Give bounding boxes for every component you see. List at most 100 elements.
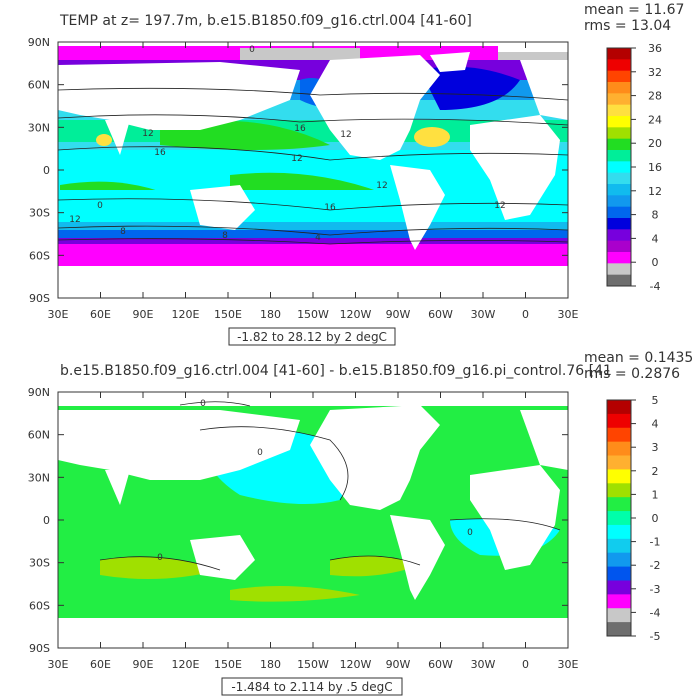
colorbar-swatch: [607, 580, 631, 595]
colorbar-label: -2: [650, 559, 661, 572]
contour-label: 16: [154, 148, 166, 158]
contour-label: 12: [494, 201, 505, 211]
top-title: TEMP at z= 197.7m, b.e15.B1850.f09_g16.c…: [59, 13, 472, 29]
lat-tick-label: 0: [43, 514, 50, 527]
lat-tick-label: 60S: [29, 599, 50, 612]
bottom-title: b.e15.B1850.f09_g16.ctrl.004 [41-60] - b…: [60, 363, 612, 379]
colorbar-label: 28: [648, 90, 662, 103]
bottom-rms: rms = 0.2876: [584, 366, 680, 382]
lat-tick-label: 90N: [28, 386, 50, 399]
lon-tick-label: 60W: [428, 658, 453, 671]
colorbar-label: 2: [652, 465, 659, 478]
colorbar-label: 5: [652, 394, 659, 407]
contour-label: 0: [467, 528, 473, 538]
colorbar-swatch: [607, 483, 631, 498]
lon-tick-label: 30E: [558, 658, 579, 671]
lon-tick-label: 60E: [90, 308, 111, 321]
contour-label: 12: [142, 129, 153, 139]
colorbar-swatch: [607, 138, 631, 151]
colorbar-swatch: [607, 263, 631, 276]
lat-tick-label: 60N: [28, 429, 50, 442]
colorbar-label: 3: [652, 441, 659, 454]
contour-label: 16: [324, 203, 336, 213]
colorbar-swatch: [607, 116, 631, 128]
lon-tick-label: 90E: [133, 658, 154, 671]
colorbar-label: -4: [650, 280, 661, 293]
bottom-range-box: [221, 677, 403, 696]
colorbar-swatch: [607, 218, 631, 230]
lon-tick-label: 30W: [471, 308, 496, 321]
colorbar-swatch: [607, 104, 631, 117]
lon-tick-label: 90W: [386, 308, 411, 321]
colorbar-label: -1: [650, 536, 661, 549]
lon-tick-label: 0: [522, 658, 529, 671]
colorbar-label: 4: [652, 418, 659, 431]
lon-tick-label: 90W: [386, 658, 411, 671]
colorbar-swatch: [607, 469, 631, 484]
lat-tick-label: 30S: [29, 557, 50, 570]
contour-label: 0: [249, 45, 255, 55]
colorbar-label: 16: [648, 161, 662, 174]
lon-tick-label: 30W: [471, 658, 496, 671]
colorbar-label: 8: [652, 209, 659, 222]
lat-tick-label: 0: [43, 164, 50, 177]
lat-tick-label: 30S: [29, 207, 50, 220]
colorbar-swatch: [607, 229, 631, 242]
top-mean: mean = 11.67: [584, 2, 684, 18]
colorbar-swatch: [607, 455, 631, 470]
colorbar-swatch: [607, 608, 631, 623]
top-panel: TEMP at z= 197.7m, b.e15.B1850.f09_g16.c…: [28, 2, 684, 346]
lat-tick-label: 90S: [29, 292, 50, 305]
lat-tick-label: 30N: [28, 471, 50, 484]
lon-tick-label: 30E: [48, 658, 69, 671]
contour-label: 4: [315, 233, 321, 243]
colorbar-label: 0: [652, 512, 659, 525]
colorbar-label: -3: [650, 583, 661, 596]
lon-tick-label: 180: [260, 658, 281, 671]
lon-tick-label: 60W: [428, 308, 453, 321]
colorbar-swatch: [607, 93, 631, 106]
colorbar-label: 1: [652, 488, 659, 501]
lon-tick-label: 30E: [48, 308, 69, 321]
bottom-mean: mean = 0.1435: [584, 350, 693, 366]
colorbar-swatch: [607, 524, 631, 540]
lon-tick-label: 180: [260, 308, 281, 321]
lon-tick-label: 30E: [558, 308, 579, 321]
contour-label: 12: [291, 154, 302, 164]
colorbar-label: 32: [648, 66, 662, 79]
colorbar-label: 24: [648, 113, 662, 126]
lat-tick-label: 30N: [28, 121, 50, 134]
colorbar-swatch: [607, 172, 631, 185]
top-range-label: -1.82 to 28.12 by 2 degC: [237, 330, 387, 344]
colorbar-swatch: [607, 622, 631, 637]
top-rms: rms = 13.04: [584, 18, 671, 34]
lon-tick-label: 60E: [90, 658, 111, 671]
colorbar-swatch: [607, 59, 631, 72]
top-colorbar: 36 32 28 24 20 16 12 8 4 0 -4: [606, 42, 662, 293]
colorbar-swatch: [607, 240, 631, 253]
colorbar-swatch: [607, 127, 631, 140]
top-range-box: [228, 327, 396, 346]
contour-label: 12: [340, 130, 351, 140]
lat-tick-label: 90N: [28, 36, 50, 49]
colorbar-label: 20: [648, 137, 662, 150]
colorbar-swatch: [607, 552, 631, 567]
bottom-panel: b.e15.B1850.f09_g16.ctrl.004 [41-60] - b…: [28, 350, 693, 696]
colorbar-swatch: [607, 150, 631, 162]
colorbar-label: -5: [650, 630, 661, 643]
lon-tick-label: 0: [522, 308, 529, 321]
colorbar-swatch: [607, 497, 631, 512]
lon-tick-label: 150E: [214, 308, 242, 321]
lon-tick-label: 90E: [133, 308, 154, 321]
colorbar-swatch: [607, 206, 631, 219]
contour-label: 12: [376, 181, 387, 191]
colorbar-label: 0: [652, 256, 659, 269]
lon-tick-label: 150W: [297, 308, 329, 321]
colorbar-swatch: [607, 441, 631, 456]
colorbar-label: 4: [652, 232, 659, 245]
contour-label: 16: [294, 124, 306, 134]
colorbar-swatch: [607, 594, 631, 609]
colorbar-label: 12: [648, 185, 662, 198]
bottom-map-field: [58, 392, 568, 648]
